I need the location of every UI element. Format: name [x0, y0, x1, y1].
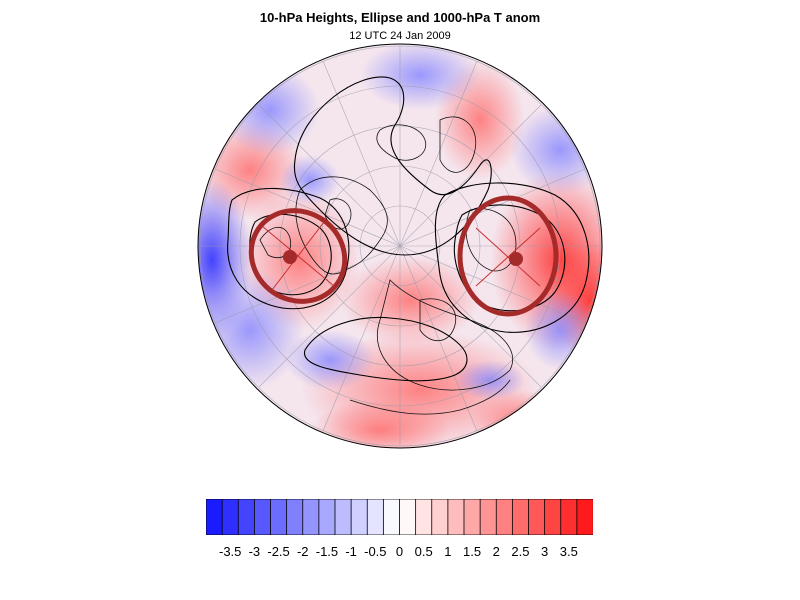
colorbar-tick-label: -3.5 — [218, 544, 242, 559]
colorbar-tick-label: -1.5 — [315, 544, 339, 559]
colorbar-swatch — [318, 499, 336, 535]
temperature-anomaly-field — [198, 44, 602, 448]
colorbar-labels: -3.5 -3 -2.5 -2 -1.5 -1 -0.5 0 0.5 1 1.5 2 2.5 3 3.5 — [0, 544, 800, 562]
globe-outline — [197, 43, 603, 449]
colorbar-swatch — [576, 499, 593, 535]
colorbar-swatch — [237, 499, 256, 535]
map-subtitle: 12 UTC 24 Jan 2009 — [349, 30, 451, 42]
colorbar-swatch — [253, 499, 272, 535]
colorbar-swatch — [366, 499, 385, 535]
colorbar-swatch — [221, 499, 239, 535]
coastlines — [259, 116, 517, 415]
colorbar-swatch — [560, 499, 578, 535]
colorbar-tick-label: 0 — [395, 544, 404, 559]
colorbar-swatch — [350, 499, 368, 535]
colorbar-tick-label: 3 — [541, 544, 549, 559]
colorbar-swatch — [399, 499, 417, 535]
graticule — [199, 45, 601, 447]
colorbar-swatch — [479, 499, 497, 535]
colorbar-tick-label: 1 — [444, 544, 452, 559]
colorbar-swatch — [334, 499, 352, 535]
colorbar-tick-label: -0.5 — [364, 544, 387, 559]
colorbar — [206, 499, 593, 535]
colorbar-swatch — [270, 499, 288, 535]
colorbar-tick-label: 2 — [492, 544, 500, 559]
vortex-ellipse-left — [248, 208, 348, 304]
colorbar-tick-label: 3.5 — [559, 544, 578, 559]
colorbar-swatch — [447, 499, 465, 535]
colorbar-swatch — [511, 499, 530, 535]
colorbar-tick-label: -1 — [345, 544, 357, 559]
map-title: 10-hPa Heights, Ellipse and 1000-hPa T a… — [259, 10, 541, 25]
colorbar-swatch — [286, 499, 304, 535]
vortex-ellipse-right — [457, 195, 559, 317]
colorbar-tick-label: 1.5 — [463, 544, 482, 559]
colorbar-swatch — [302, 499, 320, 535]
colorbar-swatch — [206, 499, 223, 535]
colorbar-swatch — [528, 499, 546, 535]
colorbar-tick-label: 2.5 — [511, 544, 530, 559]
colorbar-swatch — [382, 499, 401, 535]
colorbar-tick-label: -2 — [296, 544, 309, 559]
colorbar-swatch — [463, 499, 481, 535]
colorbar-swatch — [544, 499, 562, 535]
colorbar-swatch — [415, 499, 433, 535]
colorbar-tick-label: 0.5 — [414, 544, 433, 559]
colorbar-tick-label: -3 — [248, 544, 261, 559]
colorbar-swatch — [431, 499, 449, 535]
colorbar-tick-label: -2.5 — [267, 544, 290, 559]
colorbar-swatch — [495, 499, 514, 535]
